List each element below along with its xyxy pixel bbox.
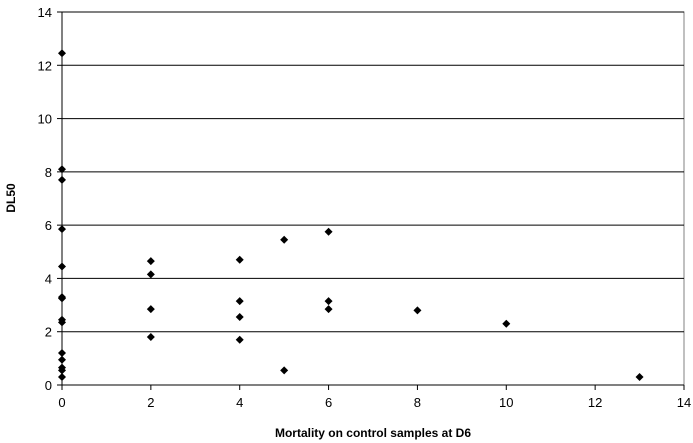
x-tick-labels: 0 2 4 6 8 10 12 14 [58,395,691,410]
x-tick-label: 6 [325,395,332,410]
x-tick-label: 8 [414,395,421,410]
data-point [635,373,644,382]
data-point [146,333,155,342]
x-tick-label: 2 [147,395,154,410]
data-points [58,49,644,382]
y-tick-label: 4 [45,271,52,286]
y-tick-labels: 0 2 4 6 8 10 12 14 [38,5,52,393]
data-point [324,297,333,306]
data-point [58,349,66,358]
x-tick-label: 4 [236,395,243,410]
data-point [58,355,66,364]
y-tick-label: 14 [38,5,52,20]
y-tick-label: 2 [45,325,52,340]
data-point [58,165,66,174]
y-tick-label: 10 [38,112,52,127]
data-point [413,306,422,315]
data-point [235,335,244,344]
data-point [280,235,289,244]
data-point [235,313,244,322]
data-point [324,227,333,236]
plot-area [61,11,685,386]
data-point [58,318,66,327]
x-axis-title: Mortality on control samples at D6 [275,426,471,440]
x-tick-label: 0 [58,395,65,410]
data-point [502,319,511,328]
data-point [235,297,244,306]
y-tick-label: 0 [45,378,52,393]
data-point [324,305,333,314]
x-tick-label: 12 [588,395,602,410]
y-tick-label: 12 [38,58,52,73]
data-point [58,225,66,234]
data-point [146,270,155,279]
data-point [58,49,66,58]
y-tick-label: 8 [45,165,52,180]
data-point [58,294,66,303]
x-tick-label: 14 [677,395,691,410]
data-point [58,373,66,382]
data-point [58,366,66,375]
data-point [58,262,66,271]
data-point [280,366,289,375]
data-point [235,255,244,264]
x-tick-label: 10 [499,395,513,410]
y-axis-title: DL50 [4,183,18,213]
data-point [58,175,66,184]
data-point [146,257,155,266]
data-point [146,305,155,314]
y-tick-label: 6 [45,218,52,233]
gridlines [62,11,684,333]
